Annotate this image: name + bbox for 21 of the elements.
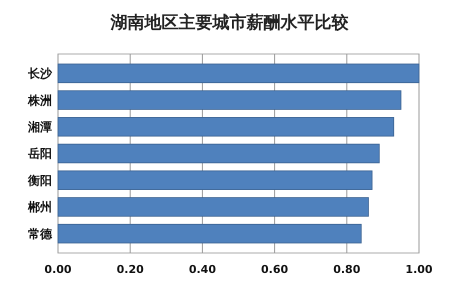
x-tick-label: 0.60 [261,263,289,276]
y-tick-label: 株洲 [27,93,52,108]
y-tick-label: 衡阳 [27,173,52,188]
x-tick-label: 0.80 [333,263,361,276]
bar [58,224,362,244]
bar [58,64,420,84]
y-tick-label: 长沙 [27,66,53,81]
chart-title: 湖南地区主要城市薪酬水平比较 [110,13,350,33]
bar [58,197,369,217]
y-tick-label: 湘潭 [27,120,52,134]
bar [58,170,372,190]
x-tick-label: 0.20 [116,263,144,276]
y-tick-label: 常德 [28,226,53,241]
bar [58,117,394,137]
x-tick-label: 0.40 [188,263,216,276]
y-tick-label: 郴州 [27,200,52,214]
y-tick-label: 岳阳 [27,146,52,161]
bar [58,90,402,110]
x-tick-label: 0.00 [44,263,72,276]
x-tick-label: 1.00 [405,263,433,276]
bar [58,144,380,164]
